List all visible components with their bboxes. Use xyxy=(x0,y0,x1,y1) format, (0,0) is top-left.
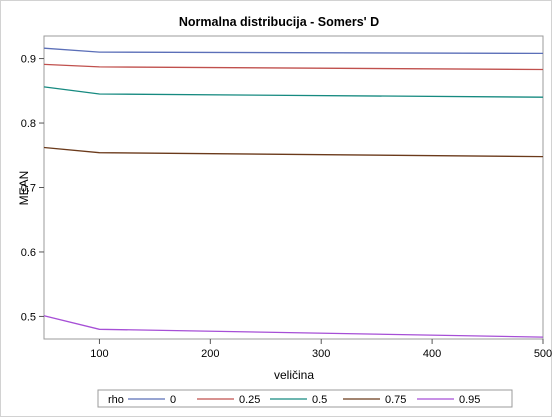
series-line-rho-0.5 xyxy=(43,86,544,98)
chart-title: Normalna distribucija - Somers' D xyxy=(179,15,379,29)
y-tick-label: 0.5 xyxy=(21,311,36,323)
legend-label: 0.75 xyxy=(385,394,406,406)
x-tick-label: 300 xyxy=(312,348,330,360)
legend-label: 0.25 xyxy=(239,394,260,406)
plot-area xyxy=(43,35,544,340)
x-tick-label: 500 xyxy=(534,348,552,360)
x-axis-label: veličina xyxy=(274,368,314,382)
x-tick-label: 100 xyxy=(90,348,108,360)
legend-title: rho xyxy=(108,394,124,406)
series-line-rho-0.25 xyxy=(43,63,544,71)
legend-label: 0.5 xyxy=(312,394,327,406)
legend-label: 0 xyxy=(170,394,176,406)
y-tick-label: 0.6 xyxy=(21,247,36,259)
x-axis: 100 200 300 400 500 xyxy=(90,339,552,360)
y-axis-label: MEAN xyxy=(17,171,31,206)
series-line-rho-0.75 xyxy=(43,146,544,158)
x-tick-label: 200 xyxy=(201,348,219,360)
legend-items: 0 0.25 0.5 0.75 0.95 xyxy=(128,394,480,406)
series-lines xyxy=(43,47,544,338)
legend: rho 0 0.25 0.5 0.75 0.95 xyxy=(97,389,513,408)
y-tick-label: 0.9 xyxy=(21,54,36,66)
x-tick-label: 400 xyxy=(423,348,441,360)
series-line-rho-0 xyxy=(43,47,544,55)
series-line-rho-0.95 xyxy=(43,315,544,338)
y-tick-label: 0.7 xyxy=(21,183,36,195)
y-axis: 0.5 0.6 0.7 0.8 0.9 xyxy=(21,54,44,323)
y-tick-label: 0.8 xyxy=(21,118,36,130)
legend-label: 0.95 xyxy=(459,394,480,406)
